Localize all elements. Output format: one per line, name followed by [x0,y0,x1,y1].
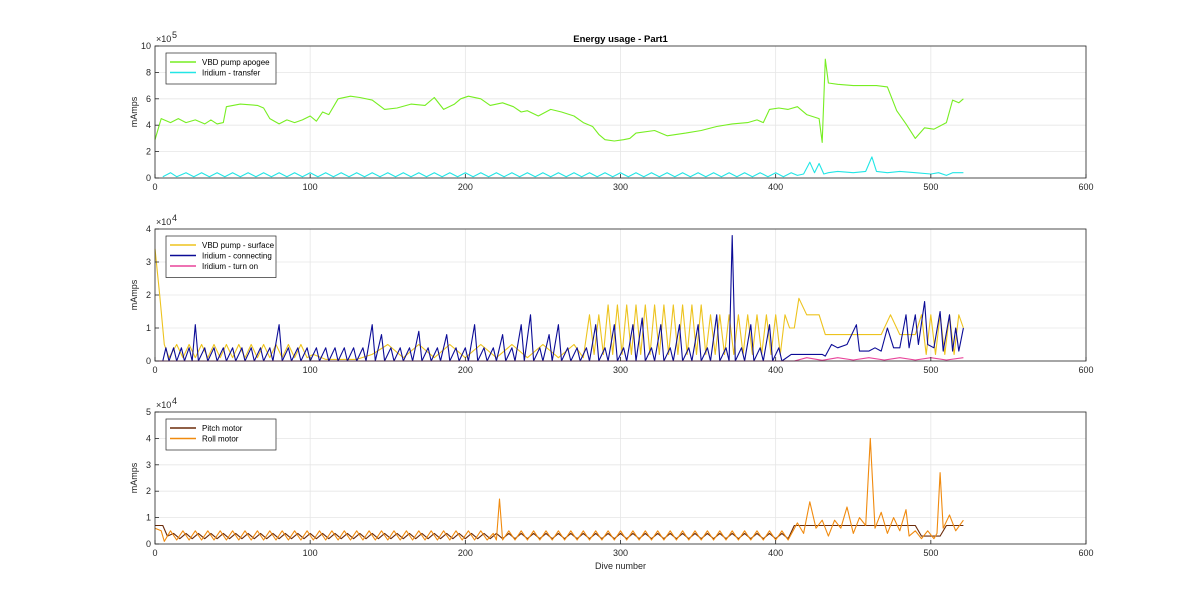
y-tick-label: 10 [141,41,151,51]
x-tick-label: 600 [1078,365,1093,375]
y-axis-label: mAmps [129,462,139,493]
legend-label: Iridium - turn on [202,262,258,271]
series-line-iridium-connecting [162,235,964,362]
y-exponent-power: 4 [172,213,177,223]
x-tick-label: 200 [458,548,473,558]
x-tick-label: 0 [152,182,157,192]
x-tick-label: 600 [1078,548,1093,558]
legend-box [165,418,277,451]
x-tick-label: 300 [613,365,628,375]
x-tick-label: 200 [458,365,473,375]
y-axis-label: mAmps [129,96,139,127]
y-tick-label: 2 [146,147,151,157]
y-tick-label: 4 [146,224,151,234]
legend-label: VBD pump - surface [202,241,275,250]
plot-panel-1: 0 100 200 300 400 500 600 0 2 4 6 8 10 ×10 5 mAmps Energ… [129,30,1094,192]
y-tick-label: 2 [146,290,151,300]
y-axis-label: mAmps [129,279,139,310]
x-tick-label: 200 [458,182,473,192]
x-tick-label: 500 [923,548,938,558]
x-tick-label: 400 [768,548,783,558]
x-tick-label: 400 [768,365,783,375]
x-tick-label: 400 [768,182,783,192]
y-tick-label: 2 [146,486,151,496]
legend-box [165,235,277,278]
series-line-iridium-transfer [162,156,964,178]
y-tick-label: 1 [146,323,151,333]
y-tick-label: 4 [146,433,151,443]
y-exponent-label: ×10 [156,34,171,44]
legend: VBD pump apogee Iridium - transfer [165,52,277,85]
legend-label: Roll motor [202,435,239,444]
x-tick-label: 0 [152,365,157,375]
legend-box [165,52,277,85]
x-tick-label: 100 [303,365,318,375]
y-tick-label: 0 [146,356,151,366]
legend-label: Iridium - transfer [202,69,261,78]
y-tick-label: 0 [146,173,151,183]
series-line-vbd-pump-surface [154,248,964,360]
legend-label: Pitch motor [202,424,243,433]
y-tick-label: 0 [146,539,151,549]
x-tick-label: 500 [923,182,938,192]
x-tick-label: 600 [1078,182,1093,192]
x-axis-label: Dive number [595,561,646,571]
y-tick-label: 3 [146,460,151,470]
x-tick-label: 100 [303,548,318,558]
y-tick-label: 5 [146,407,151,417]
y-exponent-power: 5 [172,30,177,40]
y-tick-label: 6 [146,94,151,104]
series-line-vbd-pump-apogee [154,58,964,143]
legend-label: Iridium - connecting [202,252,272,261]
x-tick-label: 300 [613,182,628,192]
legend: VBD pump - surface Iridium - connectingIr… [165,235,277,278]
x-tick-label: 500 [923,365,938,375]
x-tick-label: 300 [613,548,628,558]
y-exponent-power: 4 [172,396,177,406]
y-tick-label: 4 [146,120,151,130]
y-tick-label: 1 [146,513,151,523]
legend-label: VBD pump apogee [202,58,270,67]
y-exponent-label: ×10 [156,400,171,410]
chart-title: Energy usage - Part1 [573,34,668,45]
x-tick-label: 100 [303,182,318,192]
x-tick-label: 0 [152,548,157,558]
series-line-roll-motor [154,437,964,542]
y-tick-label: 8 [146,67,151,77]
legend: Pitch motor Roll motor [165,418,277,451]
y-exponent-label: ×10 [156,217,171,227]
y-tick-label: 3 [146,257,151,267]
